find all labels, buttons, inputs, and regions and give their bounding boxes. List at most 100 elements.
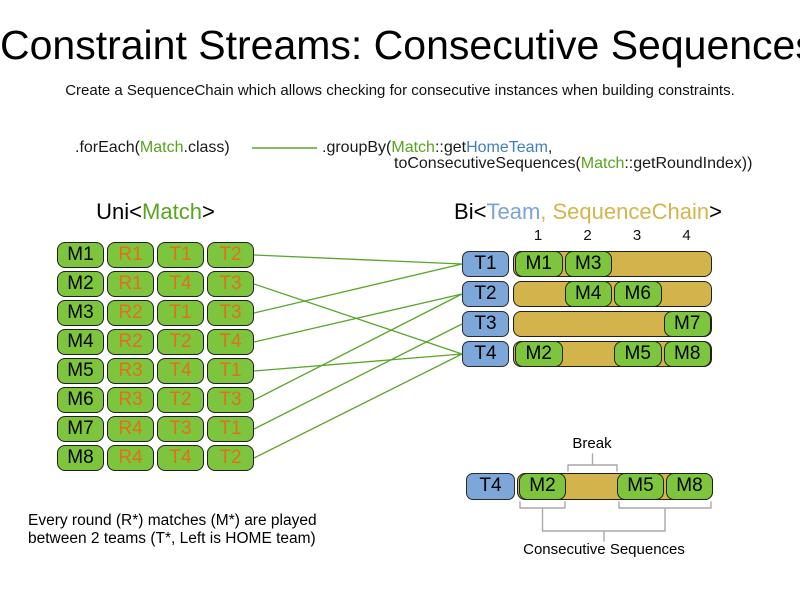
match-cell: M2 bbox=[57, 271, 104, 297]
home-team-connector-line bbox=[253, 323, 463, 430]
code-text: .forEach( bbox=[75, 139, 140, 156]
break-label: Break bbox=[572, 435, 612, 452]
bi-team-sequencechain-header: Bi<Team, SequenceChain> bbox=[452, 199, 724, 225]
consecutive-sequences-label: Consecutive Sequences bbox=[523, 541, 685, 558]
team-cell: T4 bbox=[207, 329, 254, 355]
match-cell: M5 bbox=[57, 358, 104, 384]
code-text: toConsecutiveSequences( bbox=[394, 155, 581, 172]
match-sequence-cell: M4 bbox=[564, 280, 612, 307]
match-sequence-cell: M3 bbox=[564, 250, 612, 277]
match-sequence-cell: M8 bbox=[663, 340, 711, 367]
home-team-connector-line bbox=[253, 293, 463, 343]
header-text: Uni< bbox=[96, 199, 143, 224]
break-bracket bbox=[567, 453, 618, 472]
code-text: ::getRoundIndex)) bbox=[624, 155, 753, 172]
header-text: Bi< bbox=[454, 199, 487, 224]
team-cell: T1 bbox=[157, 300, 204, 326]
subtitle: Create a SequenceChain which allows chec… bbox=[65, 82, 735, 99]
match-cell: M4 bbox=[57, 329, 104, 355]
annotation-match-cell: M2 bbox=[519, 472, 566, 500]
column-label: 2 bbox=[583, 227, 592, 244]
column-label: 1 bbox=[533, 227, 543, 244]
team-cell: T2 bbox=[157, 387, 204, 413]
header-separator: , bbox=[540, 199, 553, 224]
team-box: T3 bbox=[462, 311, 509, 337]
code-groupby-line1: .groupBy(Match::getHomeTeam, bbox=[322, 139, 552, 157]
match-sequence-cell: M7 bbox=[663, 310, 711, 337]
annotation-match-cell: M5 bbox=[617, 472, 664, 500]
code-match-class: Match bbox=[580, 155, 625, 172]
match-sequence-cell: M5 bbox=[614, 340, 662, 367]
team-cell: T3 bbox=[207, 271, 254, 297]
code-match-class: Match bbox=[391, 139, 435, 156]
home-team-connector-line bbox=[253, 254, 463, 265]
home-team-connector-line bbox=[253, 353, 463, 459]
round-cell: R4 bbox=[107, 416, 154, 442]
code-match-class: Match bbox=[139, 139, 184, 156]
annotation-sequence-bar: M2 M5 M8 bbox=[517, 472, 713, 500]
round-cell: R1 bbox=[107, 242, 154, 268]
page-title: Constraint Streams: Consecutive Sequence… bbox=[0, 22, 800, 68]
team-cell: T1 bbox=[207, 358, 254, 384]
sequence-bar: M4 M6 bbox=[513, 280, 712, 307]
footnote-line1: Every round (R*) matches (M*) are played bbox=[28, 512, 317, 529]
sequence-bar: M1 M3 bbox=[513, 250, 712, 277]
team-cell: T3 bbox=[157, 416, 204, 442]
match-sequence-cell: M1 bbox=[515, 250, 563, 277]
team-cell: T3 bbox=[207, 387, 254, 413]
team-box: T2 bbox=[462, 281, 509, 307]
sequence-bar: M2 M5 M8 bbox=[513, 340, 712, 367]
footnote-line2: between 2 teams (T*, Left is HOME team) bbox=[28, 530, 316, 547]
team-cell: T4 bbox=[157, 358, 204, 384]
team-cell: T1 bbox=[207, 416, 254, 442]
column-label: 3 bbox=[632, 227, 642, 244]
round-cell: R3 bbox=[107, 387, 154, 413]
match-cell: M3 bbox=[57, 300, 104, 326]
team-cell: T3 bbox=[207, 300, 254, 326]
round-cell: R1 bbox=[107, 271, 154, 297]
match-cell: M7 bbox=[57, 416, 104, 442]
home-team-connector-line bbox=[253, 353, 463, 372]
sequence1-bracket bbox=[519, 501, 566, 532]
round-cell: R4 bbox=[107, 445, 154, 471]
consecutive-sequences-bracket bbox=[541, 530, 666, 542]
match-sequence-cell: M2 bbox=[515, 340, 563, 367]
annotation-team-box: T4 bbox=[466, 473, 515, 500]
code-text: .groupBy( bbox=[322, 139, 392, 156]
round-cell: R3 bbox=[107, 358, 154, 384]
header-match-type: Match bbox=[142, 199, 202, 224]
match-cell: M6 bbox=[57, 387, 104, 413]
header-text: > bbox=[709, 199, 722, 224]
match-cell: M8 bbox=[57, 445, 104, 471]
code-text: ::get bbox=[434, 139, 467, 156]
team-cell: T1 bbox=[157, 242, 204, 268]
team-cell: T4 bbox=[157, 271, 204, 297]
column-label: 4 bbox=[682, 227, 691, 244]
match-sequence-cell: M6 bbox=[614, 280, 662, 307]
annotation-match-cell: M8 bbox=[666, 472, 713, 500]
round-cell: R2 bbox=[107, 329, 154, 355]
code-foreach: .forEach(Match.class) bbox=[75, 139, 230, 157]
round-cell: R2 bbox=[107, 300, 154, 326]
code-hometeam-ref: HomeTeam bbox=[466, 139, 548, 156]
code-groupby-line2: toConsecutiveSequences(Match::getRoundIn… bbox=[394, 155, 752, 173]
sequence-bar: M7 bbox=[513, 310, 712, 337]
team-cell: T4 bbox=[157, 445, 204, 471]
sequence2-bracket bbox=[618, 501, 712, 532]
home-team-connector-line bbox=[253, 263, 463, 314]
team-cell: T2 bbox=[207, 445, 254, 471]
team-cell: T2 bbox=[157, 329, 204, 355]
code-text: .class) bbox=[183, 139, 230, 156]
team-box: T1 bbox=[462, 251, 509, 277]
footnote: Every round (R*) matches (M*) are played… bbox=[28, 512, 317, 548]
home-team-connector-line bbox=[253, 293, 463, 401]
header-team-type: Team bbox=[486, 199, 541, 224]
header-text: > bbox=[201, 199, 215, 224]
team-box: T4 bbox=[462, 341, 509, 367]
code-text: , bbox=[547, 139, 553, 156]
home-team-connector-line bbox=[253, 283, 463, 355]
uni-match-header: Uni<Match> bbox=[57, 199, 254, 225]
match-cell: M1 bbox=[57, 242, 104, 268]
header-sequencechain-type: SequenceChain bbox=[552, 199, 710, 224]
